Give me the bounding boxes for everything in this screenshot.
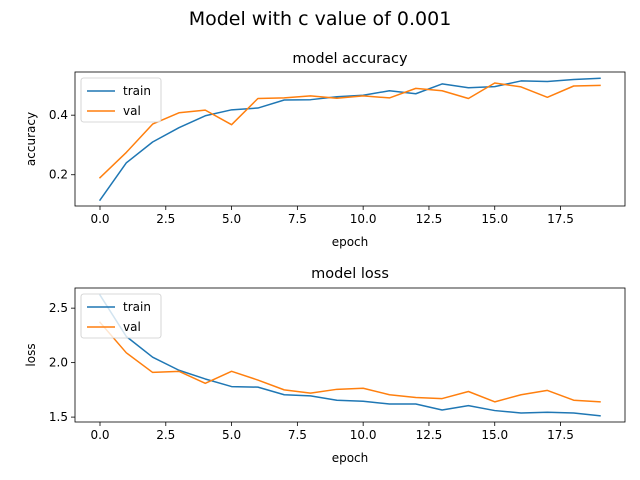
loss-y-tick-label: 2.0 [49, 356, 68, 370]
loss-x-tick-label: 7.5 [288, 428, 307, 442]
accuracy-y-tick-label: 0.2 [49, 168, 68, 182]
loss-legend-label-train: train [123, 300, 151, 314]
loss-series-train-line [98, 294, 601, 417]
loss-x-tick-label: 10.0 [350, 428, 377, 442]
loss-panel: model loss epoch loss 0.0 2.5 5.0 7.5 10.0 12… [24, 266, 626, 465]
accuracy-legend-label-val: val [123, 104, 141, 118]
loss-x-axis-label: epoch [332, 451, 369, 465]
accuracy-x-tick-label: 7.5 [288, 212, 307, 226]
loss-x-tick-label: 0.0 [90, 428, 109, 442]
accuracy-legend-label-train: train [123, 84, 151, 98]
accuracy-x-tick-label: 2.5 [156, 212, 175, 226]
accuracy-x-tick-label: 0.0 [90, 212, 109, 226]
accuracy-series-train-line [98, 77, 601, 202]
loss-panel-title: model loss [311, 266, 389, 282]
accuracy-series-val-line [98, 82, 601, 179]
loss-axes-frame [74, 287, 626, 423]
loss-legend: train val [80, 293, 162, 339]
accuracy-panel-title: model accuracy [292, 51, 408, 67]
accuracy-y-tick-label: 0.4 [49, 108, 68, 122]
accuracy-x-tick-label: 5.0 [222, 212, 241, 226]
loss-x-tick-label: 15.0 [481, 428, 508, 442]
loss-y-axis-label: loss [24, 343, 38, 366]
figure-title: Model with c value of 0.001 [189, 8, 452, 30]
loss-x-tick-label: 2.5 [156, 428, 175, 442]
accuracy-axes-frame [74, 71, 626, 207]
accuracy-panel: model accuracy epoch accuracy 0.0 2.5 5.0 7… [24, 51, 626, 249]
loss-y-tick-label: 1.5 [49, 410, 68, 424]
loss-legend-label-val: val [123, 320, 141, 334]
accuracy-x-tick-label: 17.5 [547, 212, 574, 226]
loss-x-tick-label: 12.5 [416, 428, 443, 442]
accuracy-legend: train val [80, 77, 162, 123]
loss-y-tick-label: 2.5 [49, 301, 68, 315]
loss-x-tick-label: 5.0 [222, 428, 241, 442]
accuracy-x-tick-label: 10.0 [350, 212, 377, 226]
loss-x-tick-label: 17.5 [547, 428, 574, 442]
accuracy-y-axis-label: accuracy [24, 112, 38, 166]
accuracy-x-axis-label: epoch [332, 235, 369, 249]
loss-series-val-line [98, 321, 601, 403]
accuracy-x-tick-label: 12.5 [416, 212, 443, 226]
accuracy-x-tick-label: 15.0 [481, 212, 508, 226]
